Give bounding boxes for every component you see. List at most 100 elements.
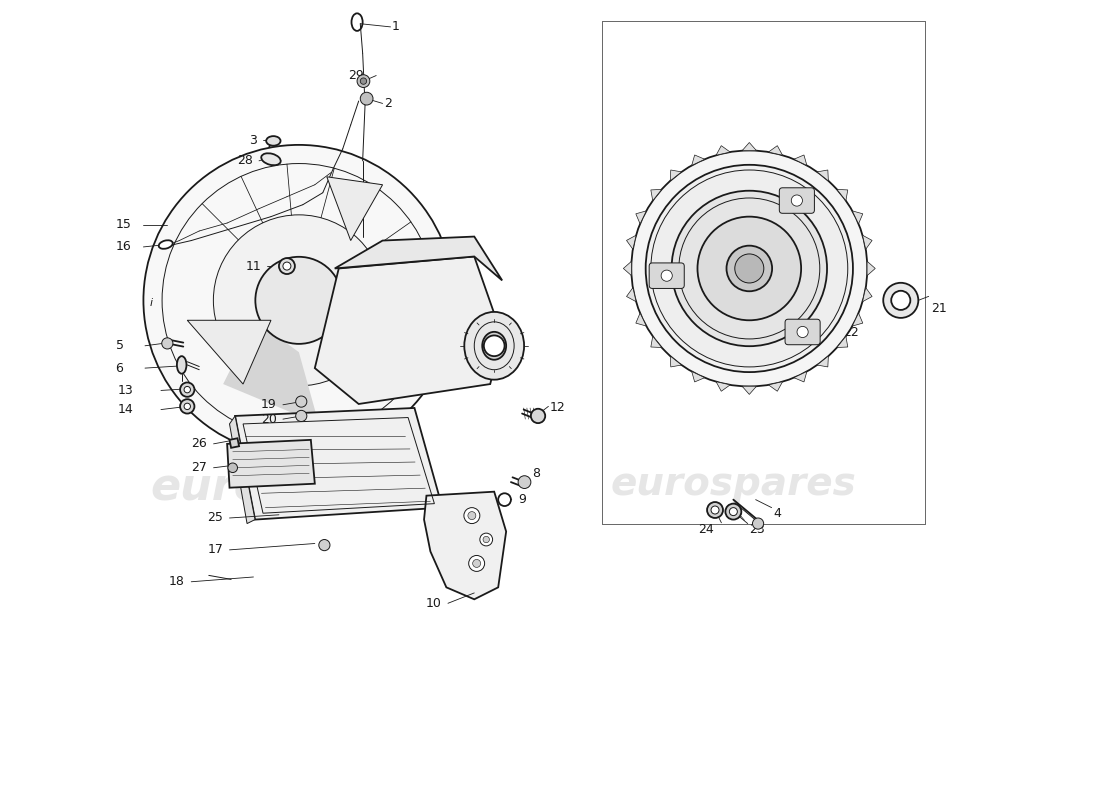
Circle shape bbox=[296, 410, 307, 422]
Circle shape bbox=[883, 283, 918, 318]
Polygon shape bbox=[636, 313, 647, 326]
Polygon shape bbox=[327, 177, 383, 241]
Text: 5: 5 bbox=[116, 339, 123, 352]
Polygon shape bbox=[670, 170, 682, 181]
Polygon shape bbox=[334, 237, 503, 281]
Circle shape bbox=[518, 476, 531, 489]
Text: 2: 2 bbox=[384, 97, 392, 110]
Polygon shape bbox=[817, 356, 828, 367]
Polygon shape bbox=[651, 190, 662, 201]
Polygon shape bbox=[651, 336, 662, 347]
Text: 11: 11 bbox=[245, 259, 262, 273]
Circle shape bbox=[531, 409, 546, 423]
Circle shape bbox=[798, 326, 808, 338]
Polygon shape bbox=[852, 313, 862, 326]
Text: 23: 23 bbox=[749, 522, 766, 536]
Polygon shape bbox=[769, 146, 782, 155]
Circle shape bbox=[255, 257, 342, 344]
Text: i: i bbox=[150, 298, 153, 308]
Circle shape bbox=[283, 262, 290, 270]
Ellipse shape bbox=[261, 154, 280, 166]
Polygon shape bbox=[315, 257, 503, 404]
Text: 13: 13 bbox=[118, 384, 134, 397]
Text: 6: 6 bbox=[116, 362, 123, 374]
Polygon shape bbox=[627, 288, 636, 302]
FancyBboxPatch shape bbox=[785, 319, 821, 345]
Circle shape bbox=[729, 508, 737, 515]
Polygon shape bbox=[670, 356, 682, 367]
Circle shape bbox=[180, 399, 195, 414]
Polygon shape bbox=[837, 336, 848, 347]
Circle shape bbox=[143, 145, 454, 456]
Circle shape bbox=[296, 396, 307, 407]
Text: eurospares: eurospares bbox=[151, 326, 431, 370]
Circle shape bbox=[480, 533, 493, 546]
Circle shape bbox=[697, 217, 801, 320]
Polygon shape bbox=[852, 211, 862, 224]
Text: 4: 4 bbox=[773, 506, 781, 520]
Circle shape bbox=[162, 338, 173, 349]
Circle shape bbox=[483, 536, 490, 542]
Polygon shape bbox=[794, 371, 807, 382]
Polygon shape bbox=[742, 386, 757, 394]
Ellipse shape bbox=[266, 136, 280, 146]
Polygon shape bbox=[424, 492, 506, 599]
Circle shape bbox=[361, 92, 373, 105]
Circle shape bbox=[891, 290, 911, 310]
Circle shape bbox=[631, 150, 867, 386]
Circle shape bbox=[725, 504, 741, 519]
Polygon shape bbox=[716, 146, 730, 155]
Circle shape bbox=[661, 270, 672, 282]
Circle shape bbox=[646, 165, 852, 372]
Circle shape bbox=[791, 195, 802, 206]
Ellipse shape bbox=[177, 356, 187, 374]
Polygon shape bbox=[716, 382, 730, 391]
Polygon shape bbox=[223, 320, 319, 424]
Polygon shape bbox=[187, 320, 271, 384]
Circle shape bbox=[498, 494, 510, 506]
Text: eurospares: eurospares bbox=[610, 465, 856, 502]
Ellipse shape bbox=[158, 240, 173, 249]
Polygon shape bbox=[862, 288, 872, 302]
FancyBboxPatch shape bbox=[649, 263, 684, 289]
Text: 1: 1 bbox=[392, 21, 400, 34]
Circle shape bbox=[651, 170, 848, 367]
Text: 29: 29 bbox=[348, 69, 363, 82]
Circle shape bbox=[213, 215, 384, 386]
Text: 22: 22 bbox=[844, 326, 859, 338]
Circle shape bbox=[468, 512, 476, 519]
Polygon shape bbox=[867, 262, 876, 276]
Ellipse shape bbox=[464, 312, 524, 380]
Polygon shape bbox=[769, 382, 782, 391]
Text: 28: 28 bbox=[236, 154, 253, 167]
Circle shape bbox=[184, 386, 190, 393]
Text: 24: 24 bbox=[697, 522, 714, 536]
Text: 16: 16 bbox=[116, 241, 131, 254]
Circle shape bbox=[711, 506, 719, 514]
Text: 26: 26 bbox=[191, 438, 207, 450]
Text: 20: 20 bbox=[261, 413, 276, 426]
Circle shape bbox=[707, 502, 723, 518]
Text: 17: 17 bbox=[207, 543, 223, 556]
Text: 21: 21 bbox=[931, 302, 947, 315]
Polygon shape bbox=[636, 211, 647, 224]
Circle shape bbox=[469, 555, 485, 571]
Text: 12: 12 bbox=[550, 402, 565, 414]
FancyBboxPatch shape bbox=[779, 188, 814, 214]
Text: 8: 8 bbox=[532, 467, 540, 480]
Polygon shape bbox=[230, 438, 239, 448]
Circle shape bbox=[184, 403, 190, 410]
Text: 15: 15 bbox=[116, 218, 131, 231]
Polygon shape bbox=[692, 155, 705, 166]
Circle shape bbox=[358, 74, 370, 87]
Text: 18: 18 bbox=[169, 575, 185, 588]
Polygon shape bbox=[817, 170, 828, 181]
Polygon shape bbox=[227, 440, 315, 488]
Circle shape bbox=[752, 518, 763, 529]
Polygon shape bbox=[230, 416, 255, 523]
Polygon shape bbox=[627, 235, 636, 250]
Text: 7: 7 bbox=[482, 344, 491, 357]
Ellipse shape bbox=[482, 332, 506, 360]
Circle shape bbox=[484, 335, 505, 356]
Polygon shape bbox=[742, 142, 757, 150]
